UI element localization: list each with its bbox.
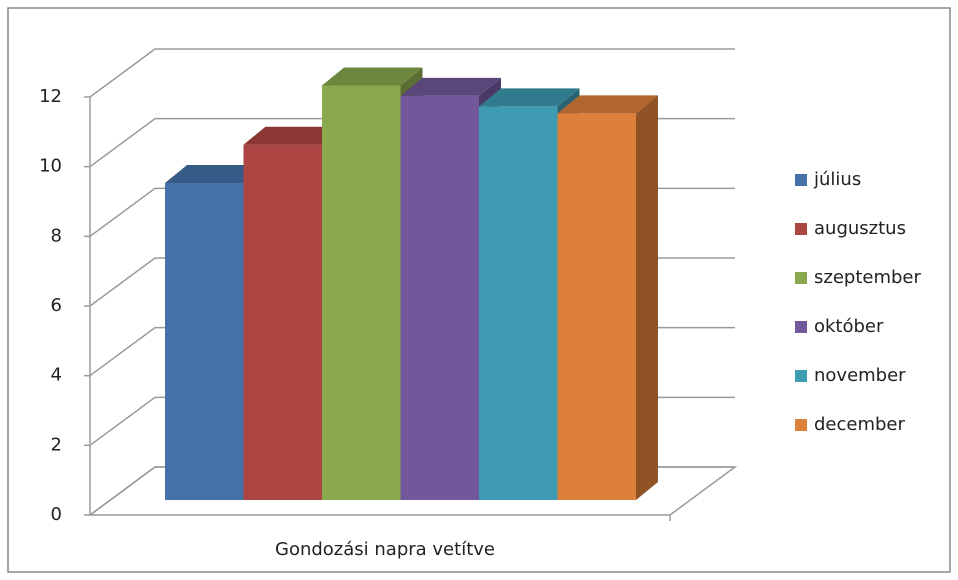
legend-swatch — [795, 272, 807, 284]
y-tick-label: 0 — [51, 504, 62, 525]
legend-swatch — [795, 321, 807, 333]
bar — [165, 183, 244, 500]
bar — [243, 144, 322, 500]
legend-label: szeptember — [814, 267, 921, 288]
legend-swatch — [795, 174, 807, 186]
bar-top — [243, 126, 344, 145]
y-tick-label: 8 — [51, 225, 62, 246]
bar-top — [557, 95, 658, 114]
bar — [479, 106, 558, 500]
y-tick-label: 4 — [51, 365, 62, 386]
legend-swatch — [795, 419, 807, 431]
grid-line — [89, 48, 735, 98]
bar — [322, 85, 401, 500]
bar — [557, 113, 636, 500]
bar-top — [322, 67, 423, 86]
y-tick-label: 12 — [39, 86, 62, 107]
legend-label: november — [814, 365, 906, 386]
x-tick-label: Gondozási napra vetítve — [275, 539, 495, 560]
bar-top — [165, 165, 266, 184]
bar-side — [636, 95, 658, 500]
legend-label: december — [814, 414, 906, 435]
y-tick-label: 10 — [39, 156, 62, 177]
bar-top — [400, 77, 501, 96]
y-tick-label: 2 — [51, 434, 62, 455]
bar-top — [479, 88, 580, 107]
legend-swatch — [795, 223, 807, 235]
legend-swatch — [795, 370, 807, 382]
y-tick-label: 6 — [51, 295, 62, 316]
legend-label: augusztus — [814, 218, 906, 239]
bar — [400, 95, 479, 500]
legend-label: október — [814, 316, 884, 337]
legend-label: július — [813, 169, 861, 190]
